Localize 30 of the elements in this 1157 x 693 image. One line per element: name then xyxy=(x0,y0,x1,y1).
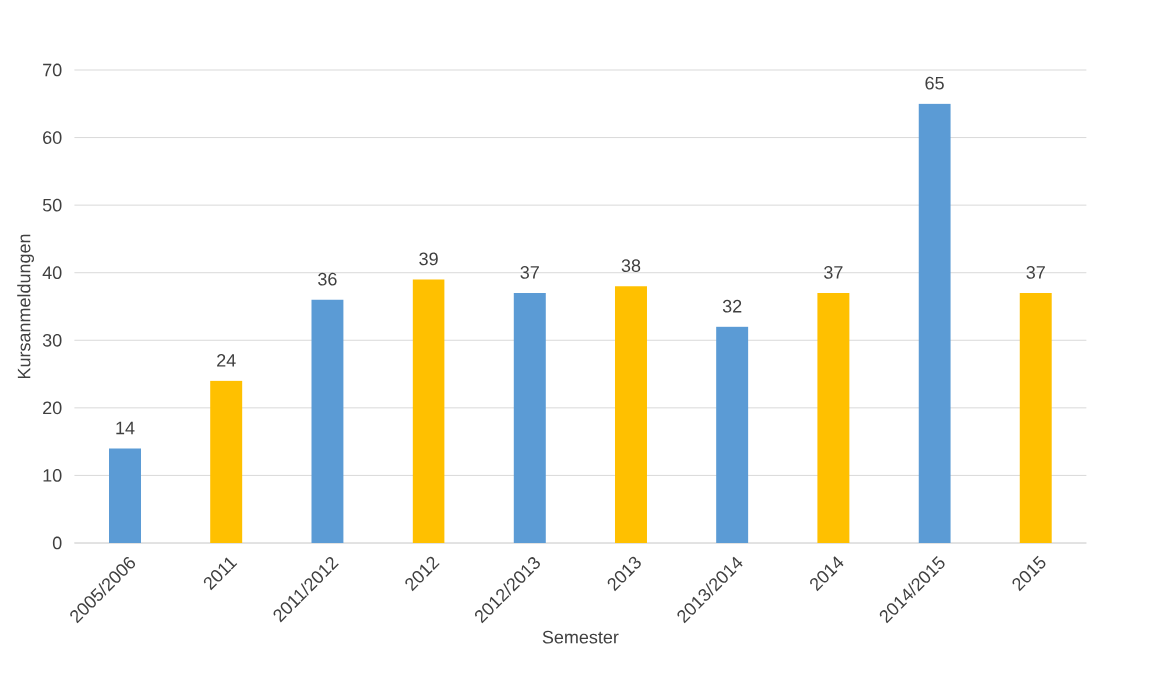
bar xyxy=(614,286,647,543)
bar xyxy=(918,103,951,543)
y-tick-label: 70 xyxy=(43,63,62,77)
y-tick-label: 60 xyxy=(43,131,62,144)
data-label: 37 xyxy=(1026,266,1045,279)
bar xyxy=(412,279,445,543)
bar xyxy=(716,326,749,543)
y-tick-label: 10 xyxy=(43,469,62,482)
y-axis-title: Kursanmeldungen xyxy=(17,234,34,379)
data-label: 14 xyxy=(116,421,135,435)
y-tick-label: 20 xyxy=(43,401,62,415)
data-label: 24 xyxy=(217,354,236,367)
x-axis-title: Semester xyxy=(542,630,619,644)
bar xyxy=(513,292,546,543)
bar xyxy=(1019,292,1052,543)
bar xyxy=(817,292,850,543)
bar xyxy=(210,380,243,543)
data-label: 37 xyxy=(520,266,539,279)
data-label: 39 xyxy=(419,252,438,266)
y-tick-label: 40 xyxy=(42,266,62,280)
y-tick-label: 0 xyxy=(52,536,62,550)
data-label: 37 xyxy=(824,266,843,279)
bar xyxy=(109,448,142,543)
y-tick-label: 50 xyxy=(42,198,62,212)
data-label: 36 xyxy=(318,272,337,286)
bar xyxy=(311,299,344,543)
data-label: 32 xyxy=(722,299,742,313)
data-label: 65 xyxy=(925,76,944,90)
data-label: 38 xyxy=(621,259,641,273)
y-tick-label: 30 xyxy=(42,333,62,347)
